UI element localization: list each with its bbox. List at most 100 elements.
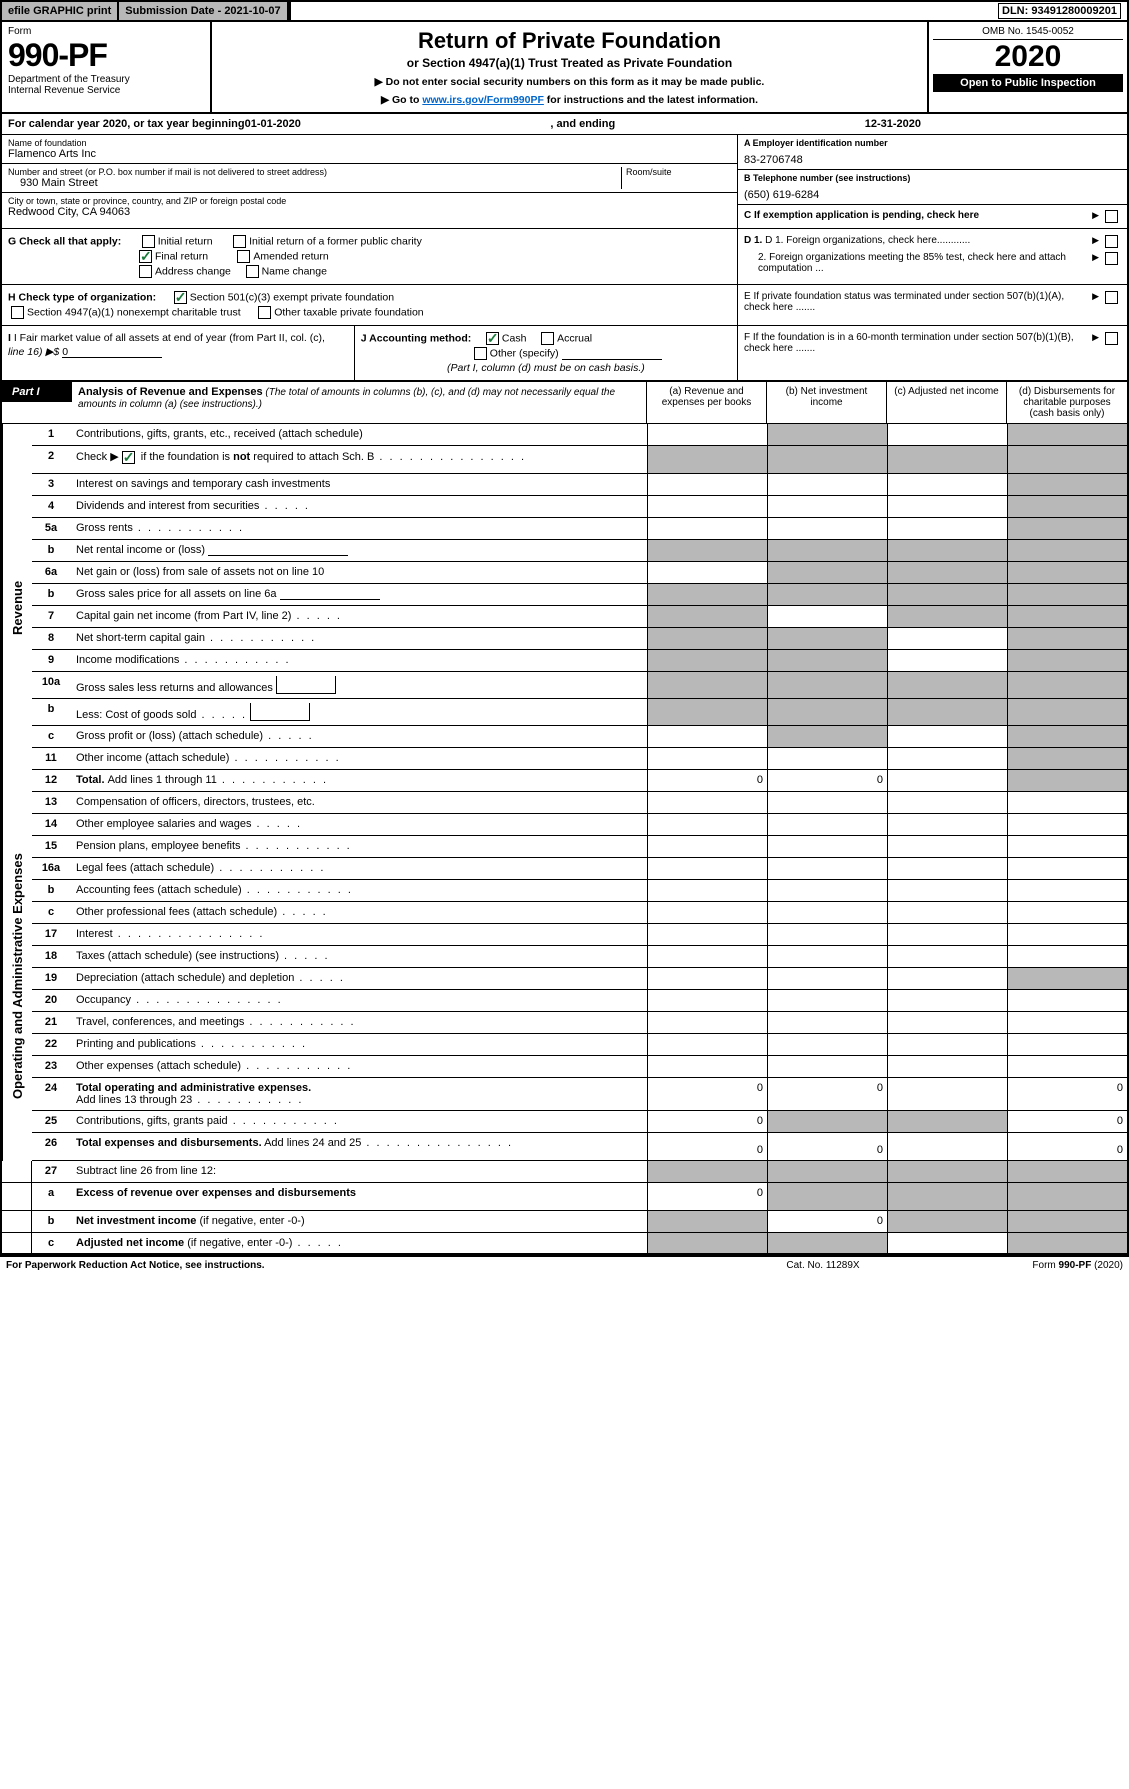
efile-label: efile GRAPHIC print <box>2 2 119 20</box>
info-right: A Employer identification number 83-2706… <box>737 135 1127 228</box>
e-checkbox[interactable] <box>1105 291 1118 304</box>
other-taxable-checkbox[interactable] <box>258 306 271 319</box>
part1-title-cell: Analysis of Revenue and Expenses (The to… <box>72 382 647 423</box>
d2-checkbox[interactable] <box>1105 252 1118 265</box>
row-15: 15Pension plans, employee benefits <box>32 836 1127 858</box>
part1-header: Part I Analysis of Revenue and Expenses … <box>2 381 1127 423</box>
r26-b: 0 <box>767 1133 887 1160</box>
dept-treasury: Department of the Treasury <box>8 74 204 85</box>
accrual-checkbox[interactable] <box>541 332 554 345</box>
other-method-checkbox[interactable] <box>474 347 487 360</box>
d1-checkbox[interactable] <box>1105 235 1118 248</box>
row-26: 26Total expenses and disbursements. Add … <box>32 1133 1127 1161</box>
row-20: 20Occupancy <box>32 990 1127 1012</box>
sch-b-checkbox[interactable] <box>122 451 135 464</box>
year-end: 12-31-2020 <box>865 118 921 130</box>
r26-d: 0 <box>1007 1133 1127 1160</box>
r26-a: 0 <box>647 1133 767 1160</box>
ein-cell: A Employer identification number 83-2706… <box>738 135 1127 170</box>
year-begin: 01-01-2020 <box>245 118 301 130</box>
header-left: Form 990-PF Department of the Treasury I… <box>2 22 212 112</box>
submission-date: Submission Date - 2021-10-07 <box>119 2 288 20</box>
page-footer: For Paperwork Reduction Act Notice, see … <box>0 1257 1129 1274</box>
arrow-icon <box>1092 235 1099 246</box>
topbar-spacer <box>289 2 992 20</box>
h-section: H Check type of organization: Section 50… <box>2 285 737 326</box>
address-change-checkbox[interactable] <box>139 265 152 278</box>
f-section: F If the foundation is in a 60-month ter… <box>737 326 1127 381</box>
instruction-1: ▶ Do not enter social security numbers o… <box>218 76 921 88</box>
info-left: Name of foundation Flamenco Arts Inc Num… <box>2 135 737 228</box>
r27a-a: 0 <box>647 1183 767 1210</box>
fmv-value: 0 <box>62 346 162 358</box>
row-7: 7Capital gain net income (from Part IV, … <box>32 606 1127 628</box>
form-page: efile GRAPHIC print Submission Date - 20… <box>0 0 1129 1257</box>
row-27: 27Subtract line 26 from line 12: <box>2 1161 1127 1183</box>
col-b-head: (b) Net investment income <box>767 382 887 423</box>
f-checkbox[interactable] <box>1105 332 1118 345</box>
j-section: J Accounting method: Cash Accrual Other … <box>355 326 737 380</box>
row-3: 3Interest on savings and temporary cash … <box>32 474 1127 496</box>
calendar-year-row: For calendar year 2020, or tax year begi… <box>2 114 1127 135</box>
form-header: Form 990-PF Department of the Treasury I… <box>2 22 1127 114</box>
row-24: 24Total operating and administrative exp… <box>32 1078 1127 1111</box>
form-ref: Form 990-PF (2020) <box>923 1260 1123 1271</box>
arrow-icon <box>1092 210 1099 221</box>
cash-checkbox[interactable] <box>486 332 499 345</box>
col-c-head: (c) Adjusted net income <box>887 382 1007 423</box>
row-5b: bNet rental income or (loss) <box>32 540 1127 562</box>
ein: 83-2706748 <box>744 148 1121 166</box>
row-16a: 16aLegal fees (attach schedule) <box>32 858 1127 880</box>
row-6b: bGross sales price for all assets on lin… <box>32 584 1127 606</box>
irs-label: Internal Revenue Service <box>8 85 204 96</box>
r12-a: 0 <box>647 770 767 791</box>
header-right: OMB No. 1545-0052 2020 Open to Public In… <box>927 22 1127 112</box>
row-17: 17Interest <box>32 924 1127 946</box>
row-10b: bLess: Cost of goods sold <box>32 699 1127 726</box>
topbar: efile GRAPHIC print Submission Date - 20… <box>2 2 1127 22</box>
city-cell: City or town, state or province, country… <box>2 193 737 221</box>
row-18: 18Taxes (attach schedule) (see instructi… <box>32 946 1127 968</box>
r25-d: 0 <box>1007 1111 1127 1132</box>
part1-table: Revenue 1Contributions, gifts, grants, e… <box>2 423 1127 1255</box>
name-change-checkbox[interactable] <box>246 265 259 278</box>
row-9: 9Income modifications <box>32 650 1127 672</box>
exemption-cell: C If exemption application is pending, c… <box>738 205 1127 228</box>
r25-a: 0 <box>647 1111 767 1132</box>
form-link[interactable]: www.irs.gov/Form990PF <box>422 94 544 106</box>
row-22: 22Printing and publications <box>32 1034 1127 1056</box>
row-10c: cGross profit or (loss) (attach schedule… <box>32 726 1127 748</box>
row-27b: bNet investment income (if negative, ent… <box>2 1211 1127 1233</box>
row-25: 25Contributions, gifts, grants paid00 <box>32 1111 1127 1133</box>
501c3-checkbox[interactable] <box>174 291 187 304</box>
exemption-checkbox[interactable] <box>1105 210 1118 223</box>
foundation-name-cell: Name of foundation Flamenco Arts Inc <box>2 135 737 164</box>
open-public: Open to Public Inspection <box>933 74 1123 92</box>
initial-return-checkbox[interactable] <box>142 235 155 248</box>
form-number: 990-PF <box>8 37 204 74</box>
paperwork-notice: For Paperwork Reduction Act Notice, see … <box>6 1260 723 1271</box>
row-1: 1Contributions, gifts, grants, etc., rec… <box>32 424 1127 446</box>
i-section: I I Fair market value of all assets at e… <box>2 326 355 380</box>
amended-return-checkbox[interactable] <box>237 250 250 263</box>
4947-checkbox[interactable] <box>11 306 24 319</box>
row-8: 8Net short-term capital gain <box>32 628 1127 650</box>
initial-former-checkbox[interactable] <box>233 235 246 248</box>
cat-no: Cat. No. 11289X <box>723 1260 923 1271</box>
r12-b: 0 <box>767 770 887 791</box>
row-23: 23Other expenses (attach schedule) <box>32 1056 1127 1078</box>
row-19: 19Depreciation (attach schedule) and dep… <box>32 968 1127 990</box>
expenses-section: Operating and Administrative Expenses 13… <box>2 792 1127 1161</box>
omb-number: OMB No. 1545-0052 <box>933 26 1123 40</box>
expenses-side-label: Operating and Administrative Expenses <box>2 792 32 1161</box>
dln: DLN: 93491280009201 <box>992 2 1127 20</box>
h-e-row: H Check type of organization: Section 50… <box>2 285 1127 326</box>
revenue-section: Revenue 1Contributions, gifts, grants, e… <box>2 424 1127 792</box>
final-return-checkbox[interactable] <box>139 250 152 263</box>
row-27a: aExcess of revenue over expenses and dis… <box>2 1183 1127 1211</box>
part1-label: Part I <box>2 382 72 402</box>
arrow-icon <box>1092 332 1099 343</box>
i-j-f-row: I I Fair market value of all assets at e… <box>2 326 1127 381</box>
row-4: 4Dividends and interest from securities <box>32 496 1127 518</box>
city-state-zip: Redwood City, CA 94063 <box>8 206 731 218</box>
